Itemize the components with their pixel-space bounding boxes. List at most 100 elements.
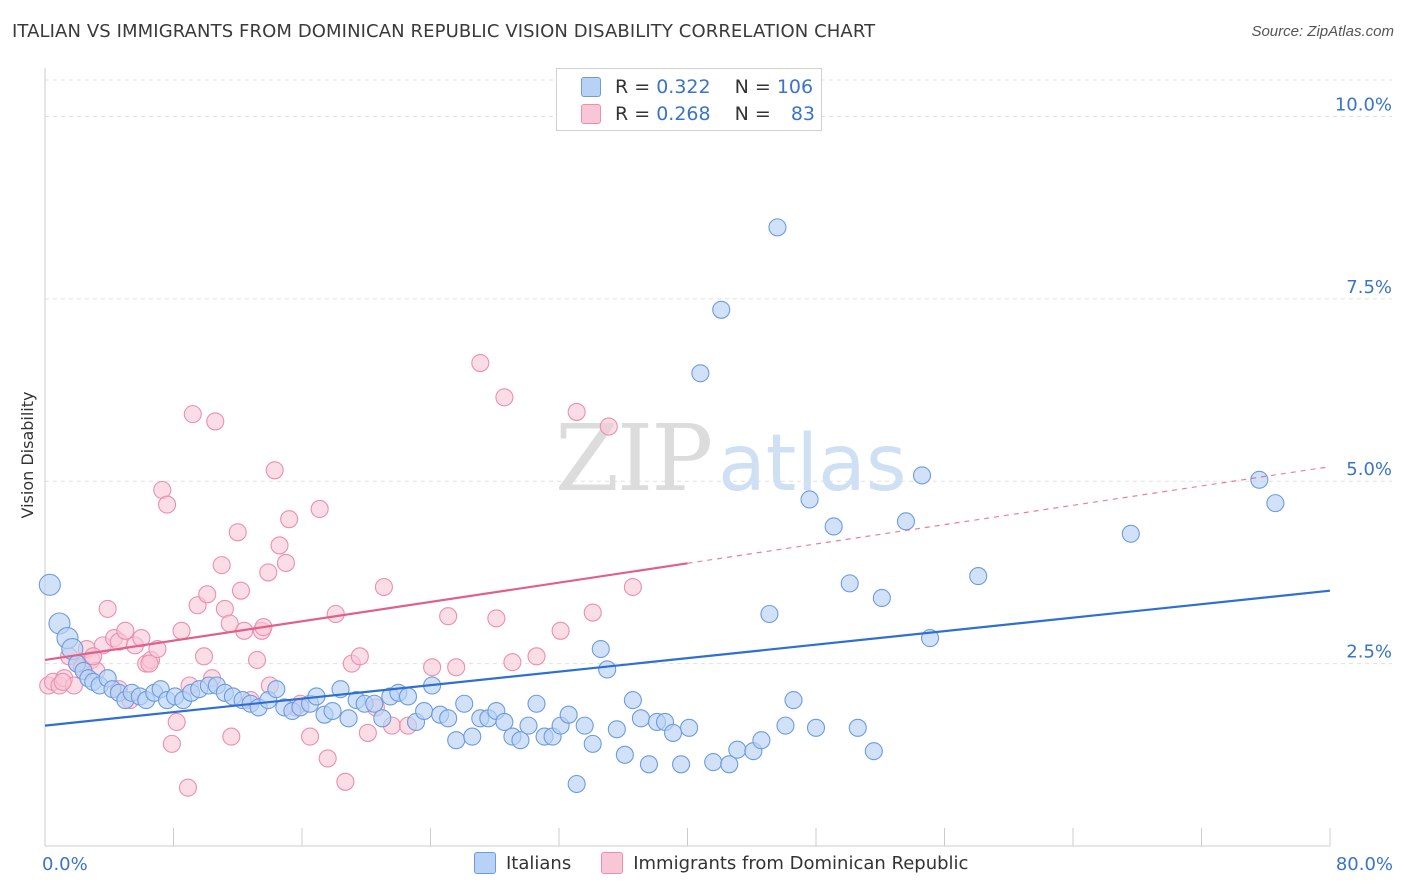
data-point-italians[interactable] (365, 694, 384, 713)
data-point-dominican[interactable] (326, 604, 345, 624)
data-point-dominican[interactable] (350, 647, 369, 666)
data-point-dominican[interactable] (439, 607, 458, 626)
data-point-italians[interactable] (840, 574, 859, 593)
data-point-italians[interactable] (607, 720, 626, 739)
data-point-italians[interactable] (752, 731, 771, 750)
data-point-dominican[interactable] (194, 647, 214, 666)
data-point-dominican[interactable] (231, 581, 251, 600)
data-point-italians[interactable] (760, 604, 779, 624)
data-point-italians[interactable] (720, 755, 739, 774)
data-point-dominican[interactable] (503, 653, 522, 672)
data-point-dominican[interactable] (140, 654, 159, 673)
data-point-italians[interactable] (398, 687, 418, 706)
data-point-italians[interactable] (1121, 524, 1140, 543)
data-point-italians[interactable] (615, 745, 634, 764)
data-point-italians[interactable] (583, 734, 602, 753)
data-point-italians[interactable] (768, 218, 787, 237)
data-point-italians[interactable] (672, 755, 691, 774)
data-point-dominican[interactable] (487, 609, 506, 628)
data-point-dominican[interactable] (172, 621, 191, 640)
data-point-dominican[interactable] (98, 599, 117, 618)
legend-item-italians[interactable]: Italians (474, 852, 571, 874)
data-point-italians[interactable] (1250, 470, 1269, 489)
data-point-italians[interactable] (323, 701, 342, 721)
data-point-dominican[interactable] (222, 727, 241, 746)
data-point-italians[interactable] (704, 753, 723, 772)
data-point-dominican[interactable] (276, 553, 295, 572)
data-point-dominican[interactable] (116, 621, 135, 640)
legend-item-dominican[interactable]: Immigrants from Dominican Republic (601, 852, 968, 874)
data-point-dominican[interactable] (178, 778, 198, 797)
data-point-italians[interactable] (824, 517, 843, 536)
data-point-italians[interactable] (776, 716, 795, 735)
data-point-dominican[interactable] (623, 577, 642, 597)
data-point-dominican[interactable] (265, 461, 284, 480)
data-point-italians[interactable] (864, 742, 883, 761)
data-point-italians[interactable] (663, 723, 683, 742)
data-point-dominican[interactable] (270, 536, 289, 555)
data-point-italians[interactable] (267, 680, 286, 699)
data-point-dominican[interactable] (198, 585, 217, 604)
data-point-dominican[interactable] (527, 647, 546, 666)
data-point-dominican[interactable] (162, 734, 181, 753)
data-point-italians[interactable] (415, 701, 434, 721)
data-point-italians[interactable] (691, 364, 710, 383)
data-point-italians[interactable] (1266, 494, 1285, 513)
data-point-italians[interactable] (631, 709, 650, 728)
data-point-italians[interactable] (872, 588, 891, 608)
data-point-italians[interactable] (969, 567, 988, 586)
data-point-italians[interactable] (896, 512, 916, 531)
data-point-italians[interactable] (680, 718, 699, 737)
data-point-dominican[interactable] (599, 417, 618, 436)
data-point-dominican[interactable] (212, 556, 231, 575)
data-point-italians[interactable] (373, 709, 392, 728)
data-point-italians[interactable] (463, 727, 482, 746)
data-point-italians[interactable] (806, 718, 826, 737)
data-point-italians[interactable] (567, 774, 586, 794)
data-point-dominican[interactable] (183, 405, 202, 424)
data-point-italians[interactable] (912, 466, 932, 485)
data-point-dominican[interactable] (259, 563, 278, 582)
data-point-dominican[interactable] (310, 499, 329, 519)
data-point-dominican[interactable] (206, 412, 225, 431)
data-point-dominican[interactable] (567, 402, 586, 421)
data-point-dominican[interactable] (228, 523, 247, 542)
data-point-dominican[interactable] (53, 672, 72, 691)
data-point-italians[interactable] (559, 705, 578, 724)
data-point-italians[interactable] (848, 718, 867, 737)
data-point-dominican[interactable] (358, 723, 377, 742)
data-point-italians[interactable] (598, 660, 617, 679)
data-point-italians[interactable] (784, 691, 803, 710)
data-point-dominican[interactable] (374, 577, 393, 597)
data-point-italians[interactable] (439, 709, 458, 728)
data-point-dominican[interactable] (318, 749, 337, 768)
data-point-italians[interactable] (527, 694, 546, 713)
data-point-italians[interactable] (639, 755, 659, 774)
data-point-dominican[interactable] (158, 495, 177, 514)
data-point-italians[interactable] (623, 691, 642, 710)
data-point-dominican[interactable] (336, 772, 355, 791)
data-point-dominican[interactable] (583, 603, 602, 622)
data-point-italians[interactable] (455, 694, 474, 713)
data-point-italians[interactable] (38, 573, 61, 596)
data-point-dominican[interactable] (84, 647, 103, 666)
data-point-italians[interactable] (591, 639, 610, 659)
data-point-dominican[interactable] (132, 629, 151, 648)
data-point-italians[interactable] (447, 731, 466, 750)
data-point-italians[interactable] (728, 740, 747, 759)
data-point-italians[interactable] (575, 716, 594, 735)
data-point-dominican[interactable] (300, 727, 320, 746)
data-point-dominican[interactable] (247, 650, 267, 670)
data-point-italians[interactable] (519, 716, 538, 735)
data-point-dominican[interactable] (495, 388, 514, 407)
data-point-italians[interactable] (495, 712, 514, 732)
data-point-dominican[interactable] (423, 658, 442, 677)
data-point-italians[interactable] (712, 300, 731, 319)
data-point-dominican[interactable] (551, 621, 570, 640)
data-point-dominican[interactable] (447, 658, 466, 677)
data-point-dominican[interactable] (167, 712, 186, 732)
data-point-italians[interactable] (339, 709, 358, 728)
data-point-italians[interactable] (511, 731, 530, 750)
data-point-dominican[interactable] (471, 354, 490, 373)
data-point-dominican[interactable] (280, 510, 299, 529)
